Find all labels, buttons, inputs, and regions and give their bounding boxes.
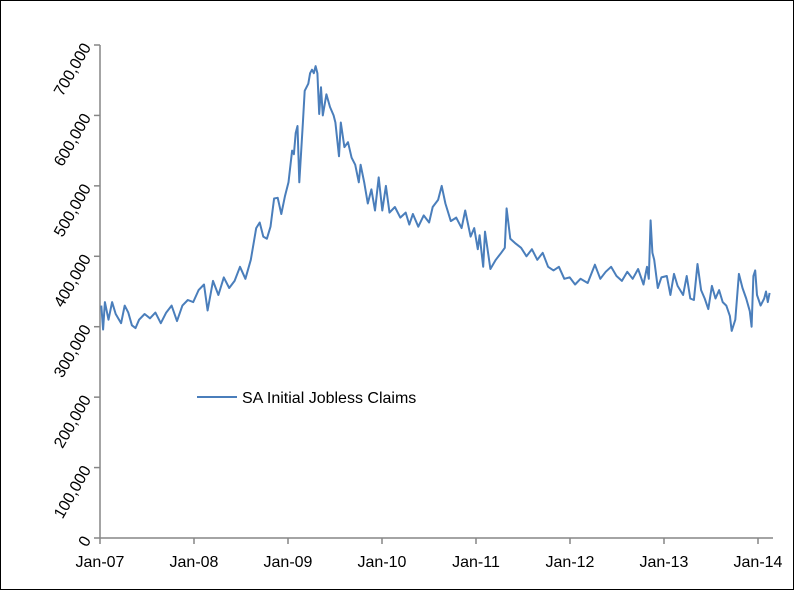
legend-label: SA Initial Jobless Claims — [242, 390, 416, 407]
y-tick-label: 700,000 — [51, 40, 95, 99]
y-tick-label: 100,000 — [51, 463, 95, 522]
y-tick-label: 0 — [76, 533, 95, 549]
x-tick-label: Jan-09 — [264, 554, 313, 571]
y-tick-label: 300,000 — [51, 322, 95, 381]
x-axis: Jan-07 Jan-08 Jan-09 Jan-10 Jan-11 Jan-12 Jan-… — [76, 537, 783, 571]
x-tick-label: Jan-14 — [734, 554, 783, 571]
x-tick-label: Jan-11 — [452, 554, 500, 571]
y-tick-label: 500,000 — [51, 181, 95, 240]
legend: SA Initial Jobless Claims — [197, 390, 416, 407]
x-tick-label: Jan-07 — [76, 554, 125, 571]
y-axis: 0 100,000 200,000 300,000 400,000 500,000 600,… — [51, 40, 101, 550]
y-tick-label: 400,000 — [51, 252, 95, 311]
x-tick-label: Jan-10 — [358, 554, 407, 571]
series-line-sa-initial-jobless-claims — [100, 65, 771, 332]
x-tick-label: Jan-13 — [640, 554, 689, 571]
y-tick-label: 200,000 — [51, 393, 95, 452]
y-tick-label: 600,000 — [51, 111, 95, 170]
x-tick-label: Jan-12 — [546, 554, 595, 571]
x-tick-label: Jan-08 — [170, 554, 219, 571]
